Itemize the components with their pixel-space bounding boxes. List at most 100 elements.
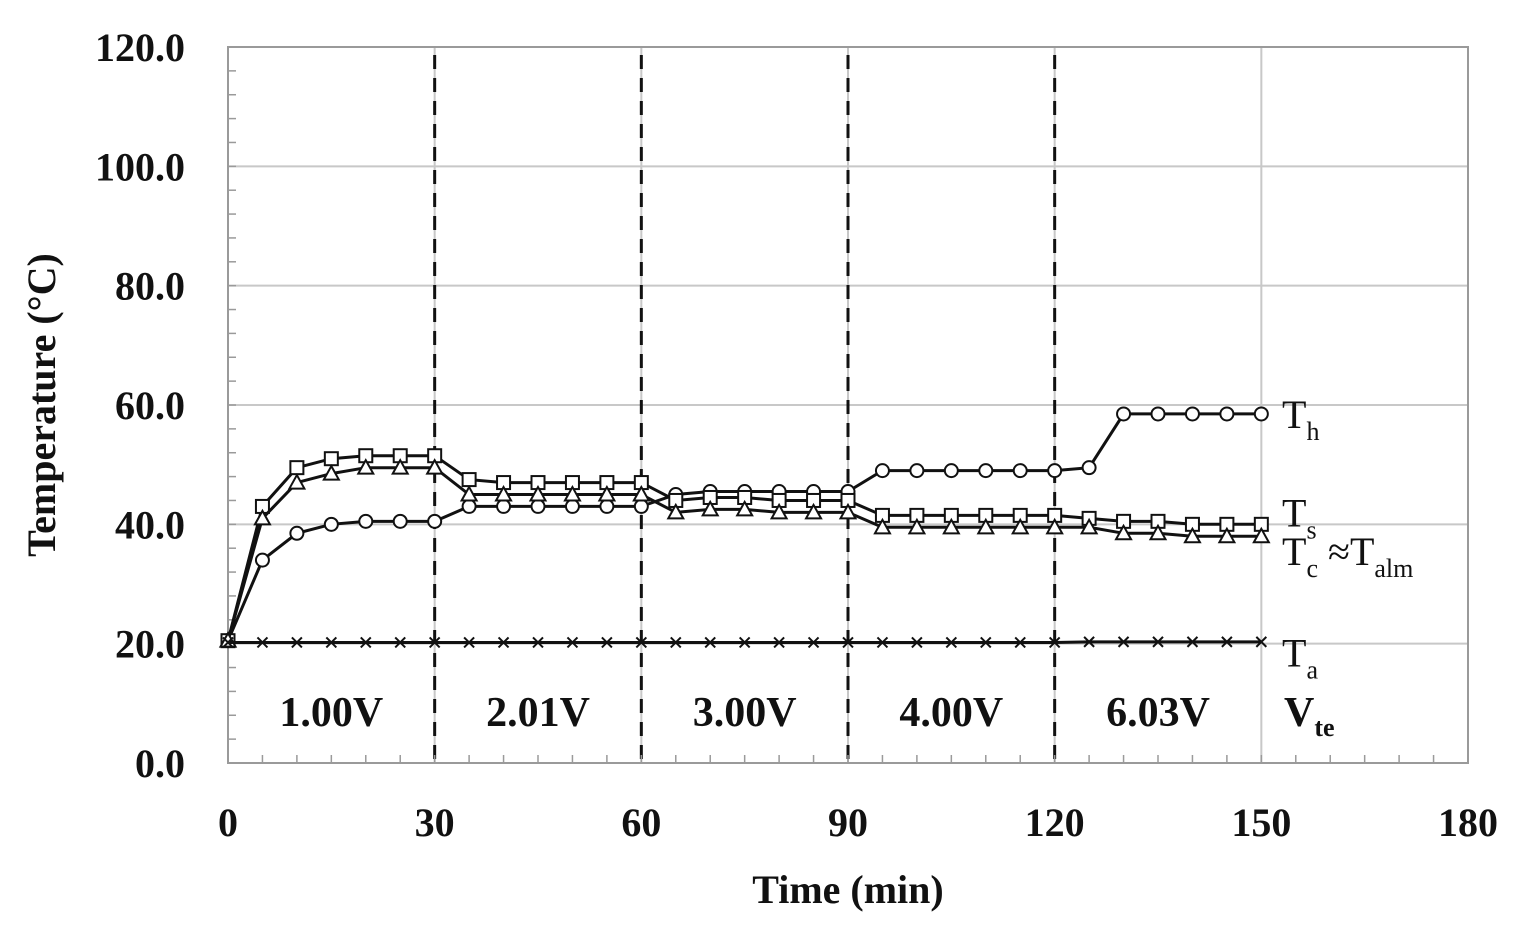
x-marker [532,636,544,649]
triangle-marker [1011,517,1030,535]
circle-marker [909,463,925,479]
x-marker [256,636,269,649]
x-marker [1255,636,1268,648]
voltage-label: 6.03V [1106,690,1210,736]
series-label-Th: Th [1282,392,1319,446]
x-marker [222,636,234,649]
x-marker [566,636,579,649]
triangle-marker [907,517,927,535]
triangle-marker [356,458,375,475]
circle-marker [978,463,994,479]
y-axis-title: Temperature (°C) [19,253,64,557]
x-marker [738,636,751,649]
circle-marker [323,516,339,532]
y-tick-label: 100.0 [95,144,185,189]
triangle-marker [942,517,961,535]
triangle-marker [1114,523,1133,541]
circle-marker [1081,460,1097,476]
x-marker [497,636,510,649]
voltage-label: 3.00V [693,690,797,736]
triangle-marker [1148,523,1168,541]
x-marker [773,636,785,649]
x-marker [670,636,682,649]
x-tick-label: 60 [621,800,661,845]
triangle-marker [287,473,307,490]
triangle-marker [322,464,341,481]
circle-marker [530,498,546,514]
x-marker [842,636,854,649]
x-marker [428,636,441,649]
circle-marker [874,463,890,479]
circle-marker [599,498,615,514]
triangle-marker [494,484,513,502]
square-marker [289,460,305,476]
series-Tc [218,458,1271,648]
x-tick-label: 180 [1438,800,1498,845]
triangle-marker [873,517,892,535]
x-marker [635,636,648,649]
x-tick-label: 90 [828,800,868,845]
x-marker [1048,636,1061,649]
triangle-marker [838,502,858,520]
tick-labels: 0.0 20.0 40.0 60.0 80.0 100.0 120.0 0 30 60 90 120 1… [95,25,1498,845]
triangle-marker [976,517,995,535]
x-marker [1221,636,1233,648]
y-tick-label: 0.0 [135,741,185,786]
x-marker [704,636,716,649]
series-group [218,406,1271,649]
x-tick-label: 0 [218,800,238,845]
x-tick-label: 120 [1025,800,1085,845]
x-tick-label: 150 [1231,800,1291,845]
circle-marker [427,513,443,529]
circle-marker [1184,406,1200,422]
x-marker [1152,636,1164,648]
circle-marker [254,552,270,568]
square-marker [461,472,477,488]
triangle-marker [666,502,685,520]
circle-marker [943,463,959,479]
triangle-marker [391,458,410,475]
circle-marker [564,498,580,514]
circle-marker [496,498,512,514]
circle-marker [1219,406,1235,422]
x-marker [601,636,613,649]
x-marker [325,636,338,649]
x-marker [1014,636,1026,649]
series-label-Ta: Ta [1282,631,1318,685]
x-marker [980,636,992,649]
circle-marker [461,498,477,514]
x-marker [911,636,923,649]
y-tick-label: 40.0 [115,502,185,547]
triangle-marker [459,484,479,502]
x-marker [291,636,303,649]
circle-marker [1012,463,1028,479]
voltage-labels: 1.00V 2.01V 3.00V 4.00V 6.03V Vte [279,690,1334,742]
triangle-marker [563,484,582,502]
x-marker [876,636,889,649]
triangle-marker [1045,517,1064,535]
triangle-marker [701,499,720,517]
series-label-Ts: Ts [1282,490,1317,544]
voltage-label: 4.00V [899,690,1003,736]
x-marker [360,636,372,649]
circle-marker [1047,463,1063,479]
x-marker [1186,636,1199,648]
x-marker [807,636,820,649]
circle-marker [392,513,408,529]
triangle-marker [253,508,272,526]
y-tick-label: 80.0 [115,264,185,309]
x-marker [945,636,958,649]
x-marker [463,636,475,649]
x-axis-title: Time (min) [752,867,943,912]
series-Th [220,406,1269,649]
circle-marker [289,525,305,541]
y-tick-label: 20.0 [115,622,185,667]
triangle-marker [632,484,651,502]
x-marker [394,636,406,649]
circle-marker [358,513,374,529]
circle-marker [1253,406,1269,422]
triangle-marker [804,502,823,520]
y-tick-label: 60.0 [115,383,185,428]
